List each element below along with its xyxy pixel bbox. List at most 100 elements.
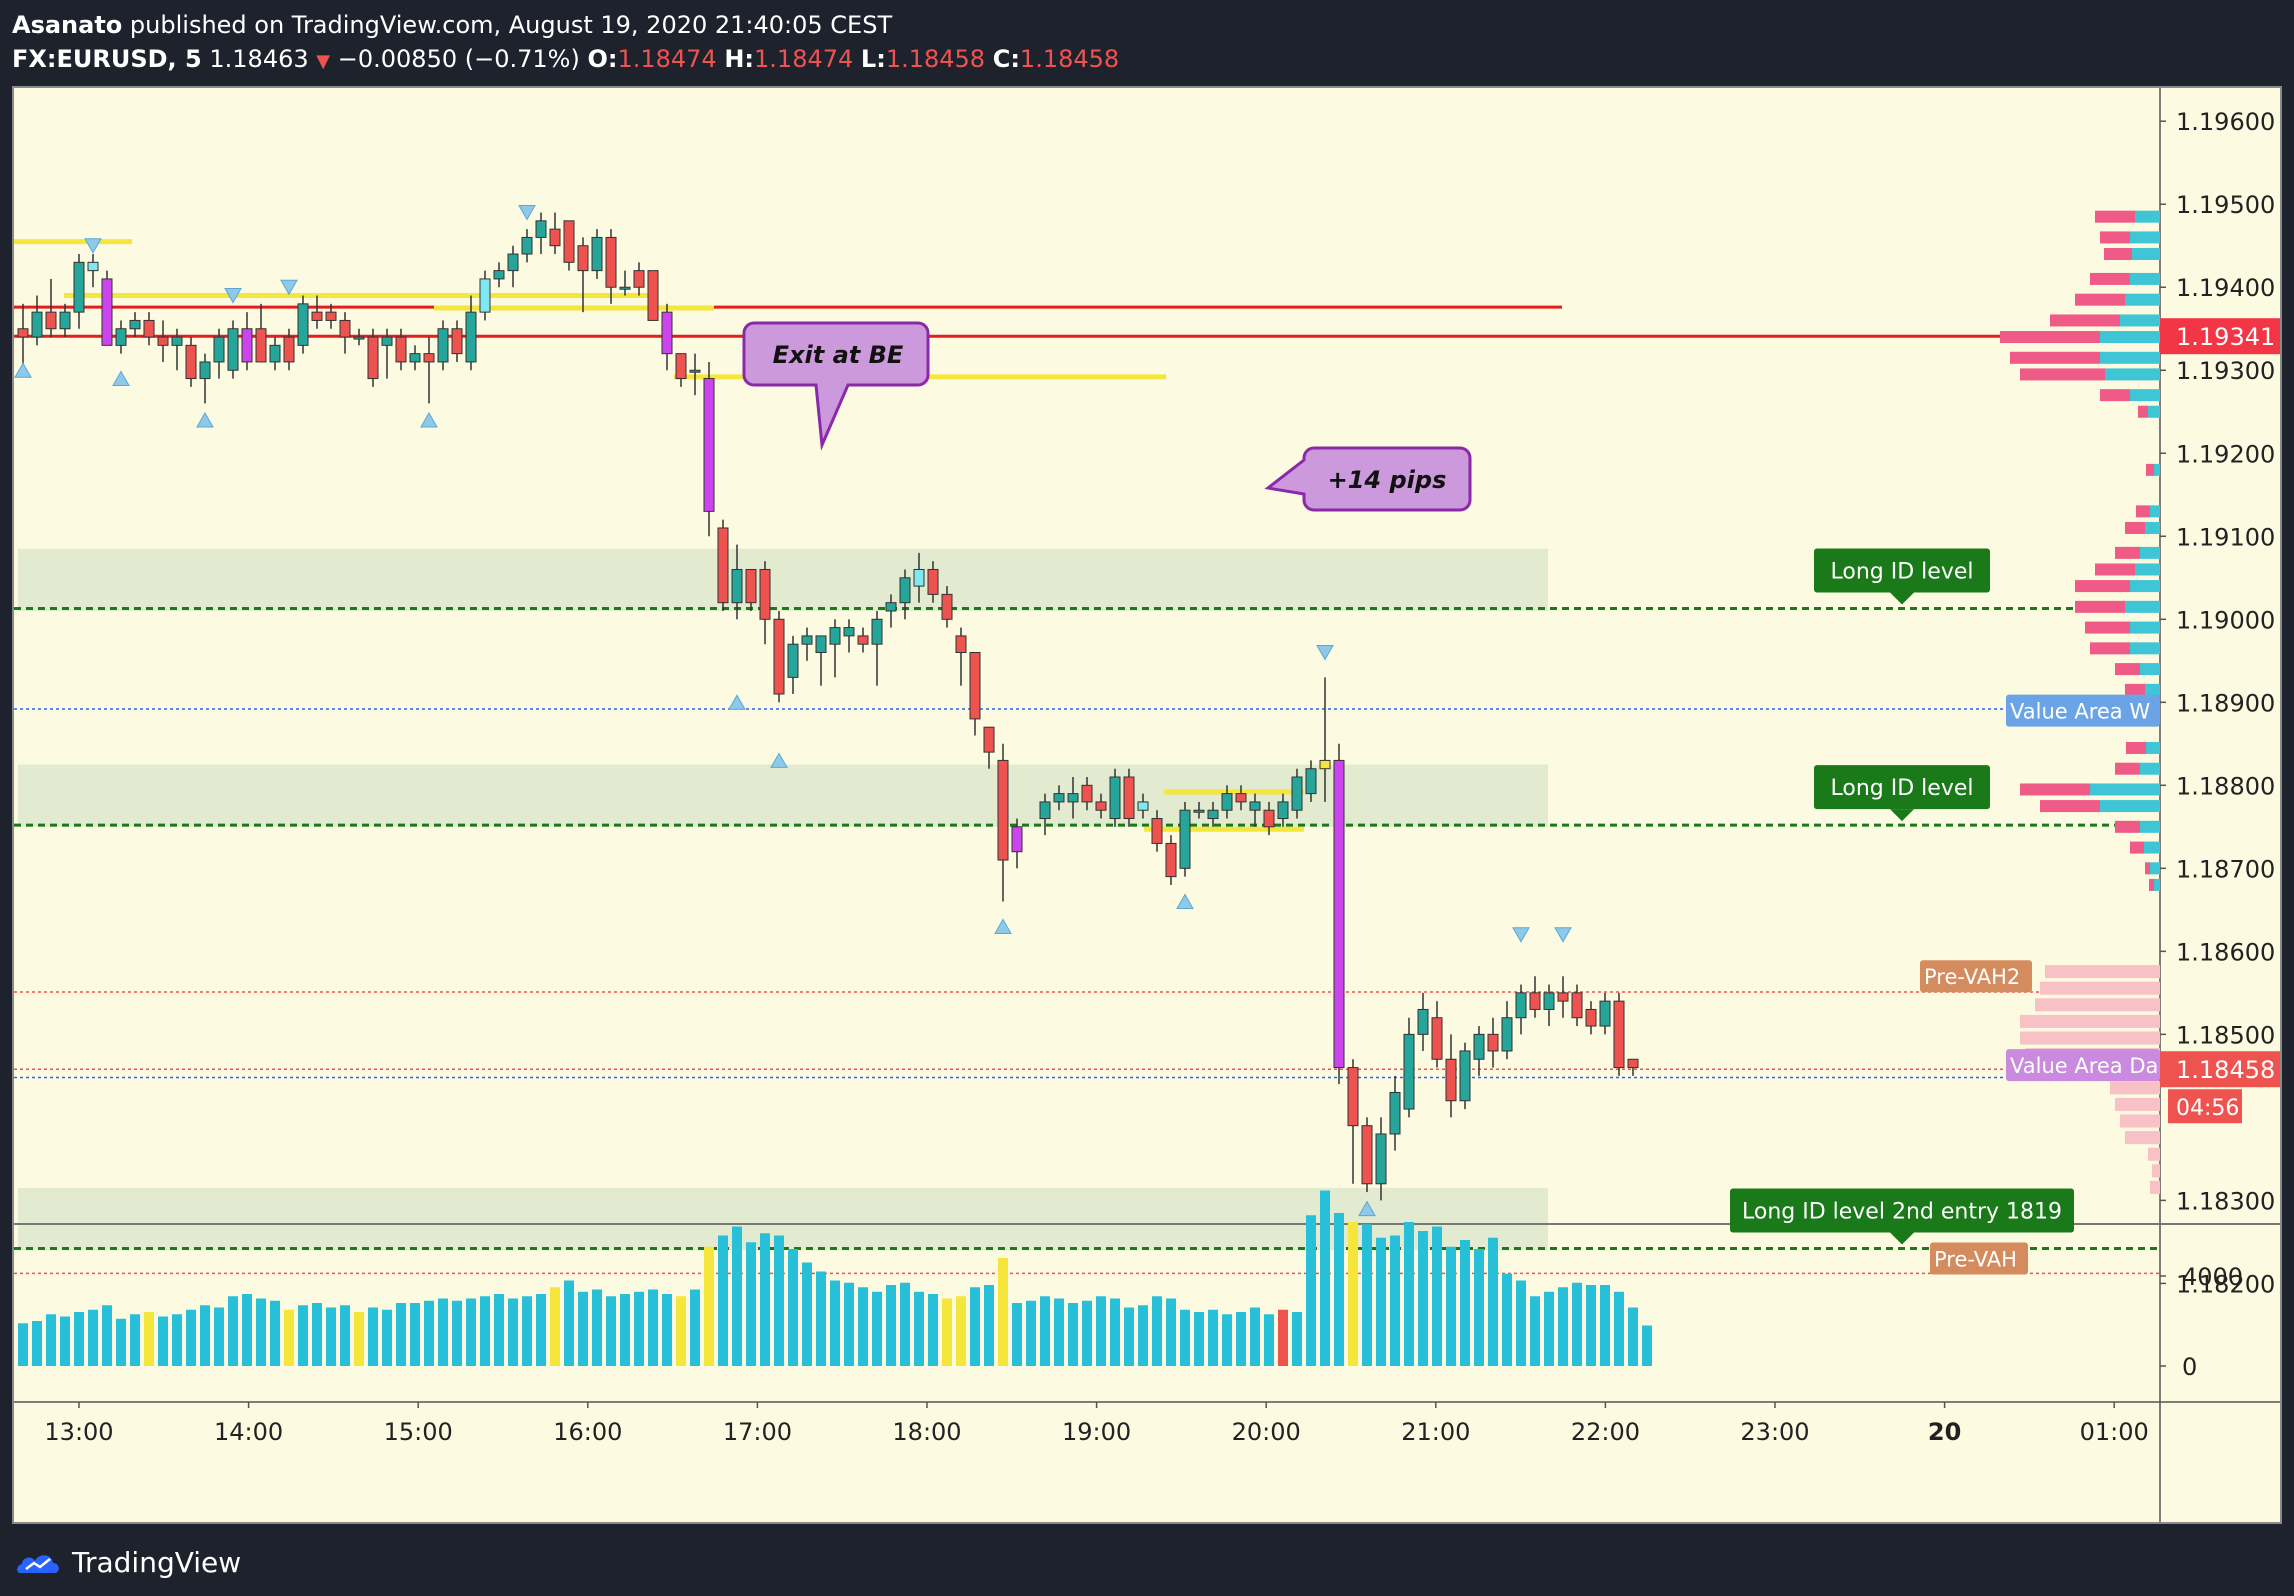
candle-body[interactable]	[1221, 793, 1233, 811]
candle-body[interactable]	[297, 303, 309, 346]
candle-body[interactable]	[577, 245, 589, 272]
candle-body[interactable]	[1179, 809, 1191, 869]
candle-body[interactable]	[283, 336, 295, 363]
candle-body[interactable]	[899, 577, 911, 604]
candle-body[interactable]	[773, 618, 785, 695]
candle-body[interactable]	[213, 336, 225, 363]
candle-body[interactable]	[1207, 809, 1219, 820]
candle-body[interactable]	[997, 759, 1009, 861]
candle-body[interactable]	[1319, 759, 1331, 770]
candle-body[interactable]	[927, 568, 939, 595]
candle-body[interactable]	[59, 311, 71, 330]
candle-body[interactable]	[31, 311, 43, 338]
tradingview-logo-icon[interactable]	[16, 1547, 62, 1577]
candle-body[interactable]	[843, 627, 855, 637]
candle-body[interactable]	[227, 328, 239, 371]
candle-body[interactable]	[647, 270, 659, 321]
symbol-label[interactable]: FX:EURUSD, 5	[12, 45, 202, 73]
candle-body[interactable]	[1109, 776, 1121, 820]
candle-body[interactable]	[1571, 992, 1583, 1019]
candle-body[interactable]	[1095, 801, 1107, 811]
candle-body[interactable]	[871, 618, 883, 645]
candle-body[interactable]	[1613, 1000, 1625, 1069]
candle-body[interactable]	[1431, 1017, 1443, 1060]
candle-body[interactable]	[185, 344, 197, 380]
candle-body[interactable]	[1137, 801, 1149, 811]
candle-body[interactable]	[563, 220, 575, 263]
candle-body[interactable]	[73, 261, 85, 313]
candle-body[interactable]	[311, 311, 323, 321]
candle-body[interactable]	[1053, 793, 1065, 803]
candle-body[interactable]	[633, 270, 645, 288]
candle-body[interactable]	[395, 336, 407, 363]
candle-body[interactable]	[1445, 1058, 1457, 1102]
candle-body[interactable]	[955, 635, 967, 653]
candle-body[interactable]	[1417, 1008, 1429, 1035]
candle-body[interactable]	[815, 635, 827, 653]
candle-body[interactable]	[787, 643, 799, 678]
candle-body[interactable]	[1543, 992, 1555, 1010]
candle-body[interactable]	[689, 369, 701, 373]
candle-body[interactable]	[409, 353, 421, 363]
candle-body[interactable]	[885, 602, 897, 612]
candle-body[interactable]	[619, 286, 631, 290]
candle-body[interactable]	[1557, 992, 1569, 1002]
candle-body[interactable]	[1627, 1058, 1639, 1069]
candle-body[interactable]	[199, 361, 211, 380]
candle-body[interactable]	[1585, 1008, 1597, 1027]
chart-canvas[interactable]: 1.19600 1.19500 1.19400 1.19300 1.19200 1.191…	[14, 88, 2280, 1522]
candle-body[interactable]	[241, 328, 253, 363]
candle-body[interactable]	[1193, 809, 1205, 813]
candle-body[interactable]	[87, 261, 99, 272]
candle-body[interactable]	[661, 311, 673, 355]
candle-body[interactable]	[479, 278, 491, 313]
candle-body[interactable]	[1529, 992, 1541, 1010]
candle-body[interactable]	[1151, 818, 1163, 844]
candle-body[interactable]	[367, 336, 379, 380]
candle-body[interactable]	[521, 236, 533, 255]
candle-body[interactable]	[801, 635, 813, 645]
candle-body[interactable]	[17, 328, 29, 338]
candle-body[interactable]	[941, 593, 953, 620]
candle-body[interactable]	[1473, 1033, 1485, 1060]
candle-body[interactable]	[1165, 842, 1177, 878]
chart-frame[interactable]: 1.19600 1.19500 1.19400 1.19300 1.19200 1.191…	[12, 86, 2282, 1524]
candle-body[interactable]	[171, 336, 183, 346]
candle-body[interactable]	[983, 726, 995, 753]
candle-body[interactable]	[731, 568, 743, 604]
candle-body[interactable]	[1067, 793, 1079, 803]
candle-body[interactable]	[1123, 776, 1135, 820]
candle-body[interactable]	[969, 651, 981, 720]
candle-body[interactable]	[1277, 801, 1289, 820]
candle-body[interactable]	[1263, 809, 1275, 828]
candle-body[interactable]	[1403, 1033, 1415, 1110]
candle-body[interactable]	[465, 311, 477, 363]
candle-body[interactable]	[1375, 1133, 1387, 1185]
candle-body[interactable]	[745, 568, 757, 604]
candle-body[interactable]	[423, 353, 435, 363]
candle-body[interactable]	[129, 319, 141, 330]
candle-body[interactable]	[535, 220, 547, 238]
candle-body[interactable]	[913, 568, 925, 587]
candle-body[interactable]	[269, 344, 281, 363]
candle-body[interactable]	[675, 353, 687, 380]
candle-body[interactable]	[1361, 1125, 1373, 1185]
candle-body[interactable]	[157, 336, 169, 346]
candle-body[interactable]	[1081, 784, 1093, 803]
candle-body[interactable]	[1291, 776, 1303, 811]
candle-body[interactable]	[1599, 1000, 1611, 1027]
candle-body[interactable]	[605, 236, 617, 288]
candle-body[interactable]	[143, 319, 155, 338]
candle-body[interactable]	[1347, 1067, 1359, 1127]
candle-body[interactable]	[1333, 759, 1345, 1069]
candle-body[interactable]	[1389, 1091, 1401, 1135]
candle-body[interactable]	[101, 278, 113, 346]
candle-body[interactable]	[1515, 992, 1527, 1019]
candle-body[interactable]	[1501, 1017, 1513, 1052]
candle-body[interactable]	[717, 527, 729, 604]
candle-body[interactable]	[381, 336, 393, 346]
candle-body[interactable]	[1011, 826, 1023, 853]
candle-body[interactable]	[857, 635, 869, 645]
candle-body[interactable]	[591, 236, 603, 272]
candle-body[interactable]	[45, 311, 57, 330]
